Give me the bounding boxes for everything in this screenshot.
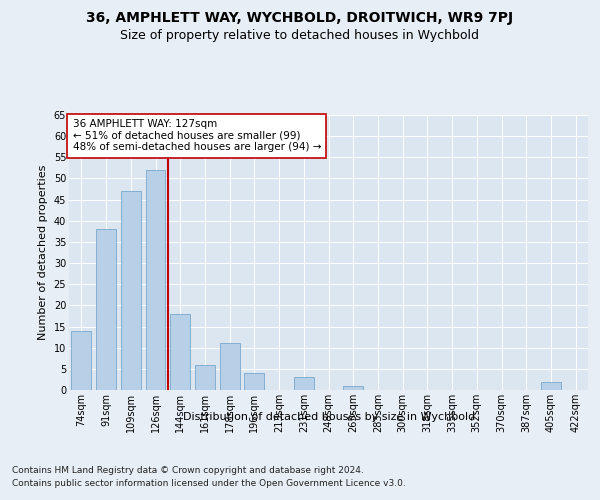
Text: 36, AMPHLETT WAY, WYCHBOLD, DROITWICH, WR9 7PJ: 36, AMPHLETT WAY, WYCHBOLD, DROITWICH, W… — [86, 11, 514, 25]
Text: Contains public sector information licensed under the Open Government Licence v3: Contains public sector information licen… — [12, 479, 406, 488]
Text: Distribution of detached houses by size in Wychbold: Distribution of detached houses by size … — [182, 412, 475, 422]
Bar — [343, 386, 363, 390]
Bar — [146, 170, 166, 390]
Bar — [121, 191, 140, 390]
Bar — [96, 229, 116, 390]
Bar — [541, 382, 561, 390]
Bar — [170, 314, 190, 390]
Text: Size of property relative to detached houses in Wychbold: Size of property relative to detached ho… — [121, 28, 479, 42]
Bar — [294, 378, 314, 390]
Text: Contains HM Land Registry data © Crown copyright and database right 2024.: Contains HM Land Registry data © Crown c… — [12, 466, 364, 475]
Text: 36 AMPHLETT WAY: 127sqm
← 51% of detached houses are smaller (99)
48% of semi-de: 36 AMPHLETT WAY: 127sqm ← 51% of detache… — [73, 119, 321, 152]
Bar — [195, 364, 215, 390]
Bar — [244, 373, 264, 390]
Bar — [220, 344, 239, 390]
Bar — [71, 331, 91, 390]
Y-axis label: Number of detached properties: Number of detached properties — [38, 165, 48, 340]
